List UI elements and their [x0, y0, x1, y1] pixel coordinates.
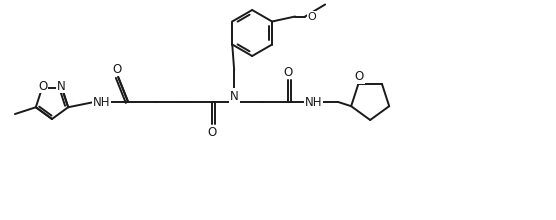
Text: O: O: [284, 66, 293, 79]
Text: N: N: [230, 90, 239, 103]
Text: O: O: [38, 80, 48, 93]
Text: NH: NH: [92, 95, 110, 108]
Text: NH: NH: [305, 95, 322, 108]
Text: N: N: [230, 90, 239, 103]
Text: O: O: [307, 11, 316, 22]
Text: O: O: [355, 70, 364, 83]
Text: N: N: [57, 80, 66, 93]
Text: O: O: [112, 62, 122, 75]
Text: O: O: [207, 125, 217, 139]
